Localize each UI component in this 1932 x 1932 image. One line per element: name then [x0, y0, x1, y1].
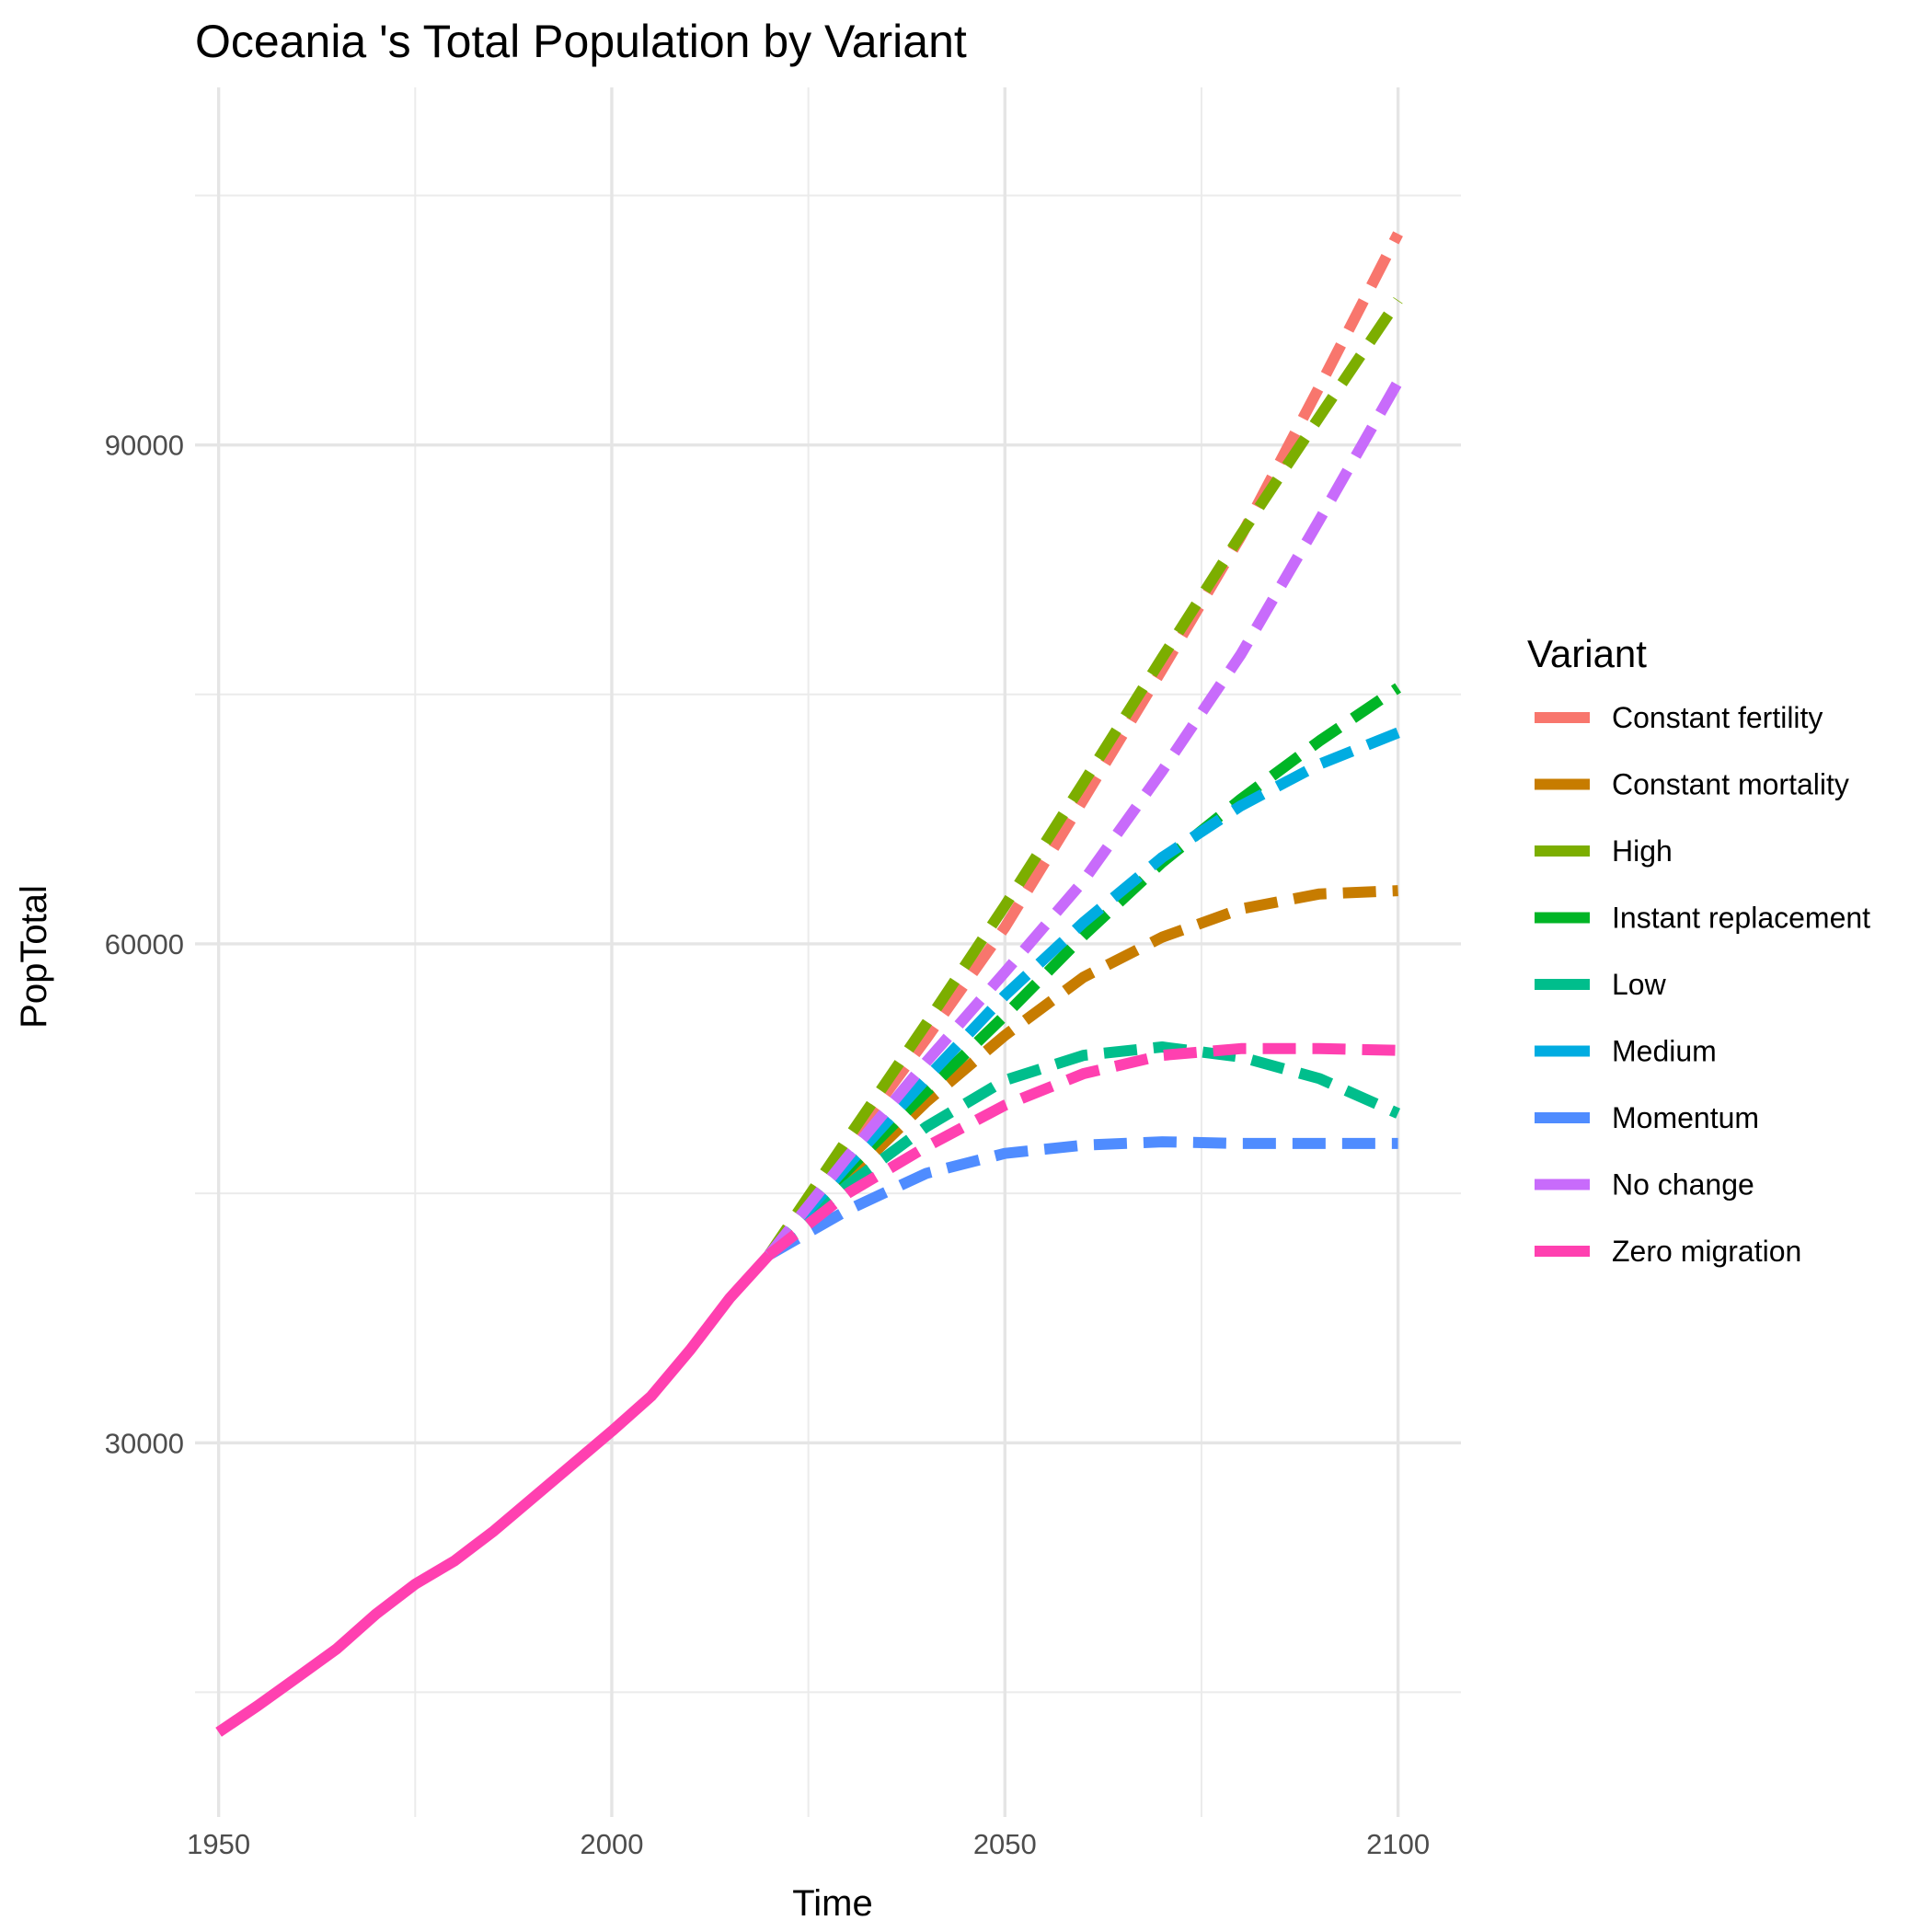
x-axis-title: Time [792, 1883, 872, 1924]
y-tick-label: 60000 [105, 928, 184, 960]
series-line-zero-migration [765, 1042, 1398, 1259]
series-line-medium [765, 727, 1400, 1259]
legend-title: Variant [1527, 632, 1647, 675]
x-tick-label: 1950 [187, 1828, 250, 1860]
x-tick-labels: 1950 2000 2050 2100 [187, 1828, 1430, 1860]
legend-item: Zero migration [1535, 1235, 1801, 1268]
grid-minor [195, 87, 1461, 1817]
legend-label: Instant replacement [1612, 902, 1870, 935]
legend: Variant Constant fertility Constant morta… [1527, 632, 1870, 1268]
legend-label: Zero migration [1612, 1235, 1801, 1268]
series-line-high [764, 297, 1403, 1259]
legend-label: Medium [1612, 1035, 1717, 1068]
legend-item: Constant fertility [1535, 701, 1823, 734]
legend-items: Constant fertility Constant mortality High… [1535, 701, 1870, 1268]
legend-label: High [1612, 834, 1673, 868]
legend-item: Low [1535, 968, 1667, 1001]
historical-line [215, 1250, 774, 1737]
legend-label: Low [1612, 968, 1667, 1001]
legend-item: Momentum [1535, 1101, 1759, 1134]
x-tick-label: 2100 [1366, 1828, 1430, 1860]
y-tick-label: 30000 [105, 1427, 184, 1459]
series-line-low [765, 1041, 1401, 1259]
legend-item: Instant replacement [1535, 902, 1870, 935]
series-layer [215, 231, 1403, 1737]
series-line-constant-fertility [765, 231, 1403, 1259]
legend-item: Constant mortality [1535, 768, 1849, 801]
y-axis-title: PopTotal [14, 885, 54, 1029]
series-line-no-change [765, 379, 1403, 1259]
legend-label: Constant fertility [1612, 701, 1823, 734]
series-line-constant-mortality [765, 885, 1398, 1259]
grid-major [195, 87, 1461, 1817]
legend-item: No change [1535, 1168, 1754, 1202]
legend-label: No change [1612, 1168, 1754, 1202]
x-tick-label: 2000 [580, 1828, 643, 1860]
legend-item: High [1535, 834, 1673, 868]
series-line-momentum [765, 1136, 1398, 1260]
y-tick-label: 90000 [105, 430, 184, 462]
y-tick-labels: 30000 60000 90000 [105, 430, 184, 1460]
chart-title: Oceania 's Total Population by Variant [195, 16, 967, 67]
legend-label: Momentum [1612, 1101, 1759, 1134]
legend-item: Medium [1535, 1035, 1717, 1068]
legend-label: Constant mortality [1612, 768, 1849, 801]
x-tick-label: 2050 [973, 1828, 1037, 1860]
